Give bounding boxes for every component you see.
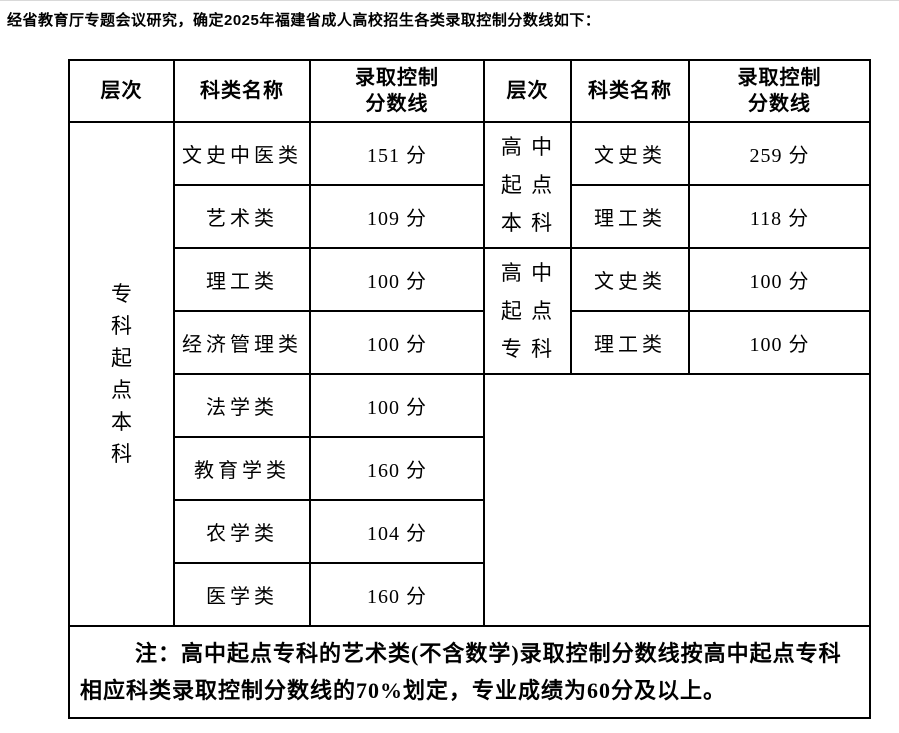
note-cell: 注：高中起点专科的艺术类(不含数学)录取控制分数线按高中起点专科相应科类录取控制… xyxy=(68,625,871,719)
table-row: 医学类 160 分 xyxy=(69,562,870,627)
cell-category: 理工类 xyxy=(173,247,311,312)
table-row: 经济管理类 100 分 理工类 100 分 xyxy=(69,310,871,375)
level-label-line: 本 科 xyxy=(500,211,555,235)
cell-category: 教育学类 xyxy=(173,436,311,501)
cell-category: 理工类 xyxy=(570,310,690,375)
level-label-line: 起 点 xyxy=(500,299,555,323)
table-row: 教育学类 160 分 xyxy=(69,436,870,501)
level-cell-gaoqiben: 高 中 起 点 本 科 xyxy=(483,121,572,249)
table-row: 法学类 100 分 xyxy=(69,373,871,627)
header-level-left: 层次 xyxy=(68,59,175,123)
cell-category: 医学类 xyxy=(173,562,311,627)
cell-score: 100 分 xyxy=(688,247,871,312)
note-text: 注：高中起点专科的艺术类(不含数学)录取控制分数线按高中起点专科相应科类录取控制… xyxy=(80,641,842,703)
cell-score: 100 分 xyxy=(688,310,871,375)
cell-category: 法学类 xyxy=(173,373,311,438)
table-note-row: 注：高中起点专科的艺术类(不含数学)录取控制分数线按高中起点专科相应科类录取控制… xyxy=(68,625,871,719)
cell-score: 118 分 xyxy=(688,184,871,249)
empty-cell xyxy=(483,373,871,627)
level-label-zhuanshengben: 专科起点本科 xyxy=(111,282,132,466)
cell-score: 160 分 xyxy=(309,436,485,501)
level-cell-zhuanshengben: 专科起点本科 xyxy=(68,121,175,627)
table-row: 农学类 104 分 xyxy=(69,499,870,564)
level-label-line: 高 中 xyxy=(500,261,555,285)
level-label-line: 专 科 xyxy=(500,337,555,361)
table-row: 理工类 100 分 高 中 起 点 专 科 文史类 100 分 xyxy=(69,247,871,375)
table-header-row: 层次 科类名称 录取控制 分数线 层次 科类名称 录取控制 分数线 xyxy=(68,59,871,123)
intro-text: 经省教育厅专题会议研究，确定2025年福建省成人高校招生各类录取控制分数线如下： xyxy=(7,12,601,29)
cell-score: 151 分 xyxy=(309,121,485,186)
header-category-right: 科类名称 xyxy=(570,59,690,123)
header-score-left: 录取控制 分数线 xyxy=(309,59,485,123)
cell-score: 109 分 xyxy=(309,184,485,249)
cell-category: 文史中医类 xyxy=(173,121,311,186)
cell-category: 文史类 xyxy=(570,121,690,186)
header-level-right: 层次 xyxy=(483,59,572,123)
level-cell-gaoqizhuan: 高 中 起 点 专 科 xyxy=(483,247,572,375)
table-row: 艺术类 109 分 理工类 118 分 xyxy=(69,184,871,249)
level-label-line: 起 点 xyxy=(500,173,555,197)
score-table: 层次 科类名称 录取控制 分数线 层次 科类名称 录取控制 分数线 专科起点本科… xyxy=(68,59,871,719)
cell-category: 经济管理类 xyxy=(173,310,311,375)
table-row: 专科起点本科 文史中医类 151 分 高 中 起 点 本 科 文史类 259 分 xyxy=(68,121,871,627)
cell-category: 文史类 xyxy=(570,247,690,312)
cell-score: 100 分 xyxy=(309,247,485,312)
cell-score: 100 分 xyxy=(309,373,485,438)
cell-score: 104 分 xyxy=(309,499,485,564)
cell-score: 259 分 xyxy=(688,121,871,186)
header-category-left: 科类名称 xyxy=(173,59,311,123)
header-score-right: 录取控制 分数线 xyxy=(688,59,871,123)
cell-score: 100 分 xyxy=(309,310,485,375)
cell-score: 160 分 xyxy=(309,562,485,627)
level-label-line: 高 中 xyxy=(500,135,555,159)
cell-category: 理工类 xyxy=(570,184,690,249)
cell-category: 农学类 xyxy=(173,499,311,564)
cell-category: 艺术类 xyxy=(173,184,311,249)
